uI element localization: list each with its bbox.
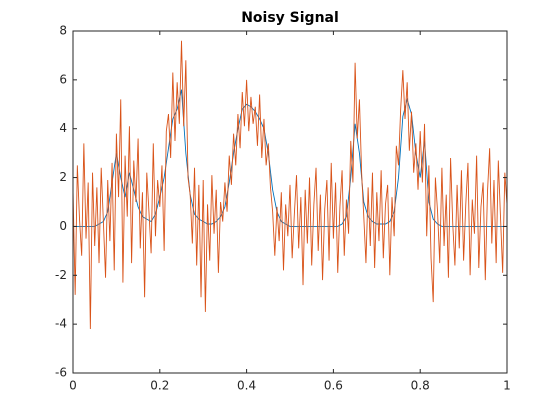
y-tick-label: -2 — [55, 268, 67, 282]
data-line — [72, 40, 508, 330]
x-tick-label: 1 — [503, 379, 511, 393]
x-tick-label: 0.6 — [324, 379, 343, 393]
y-tick-label: 8 — [59, 24, 67, 38]
x-tick-label: 0.2 — [150, 379, 169, 393]
x-tick-label: 0.4 — [237, 379, 256, 393]
x-tick-label: 0 — [69, 379, 77, 393]
y-tick-label: 4 — [59, 121, 67, 135]
chart-title: Noisy Signal — [241, 10, 339, 26]
y-tick-label: -4 — [55, 317, 67, 331]
y-tick-label: 2 — [59, 170, 67, 184]
y-tick-label: 6 — [59, 72, 67, 86]
y-tick-label: -6 — [55, 366, 67, 380]
axes-box — [72, 30, 508, 374]
x-tick-label: 0.8 — [411, 379, 430, 393]
y-tick-label: 0 — [59, 219, 67, 233]
